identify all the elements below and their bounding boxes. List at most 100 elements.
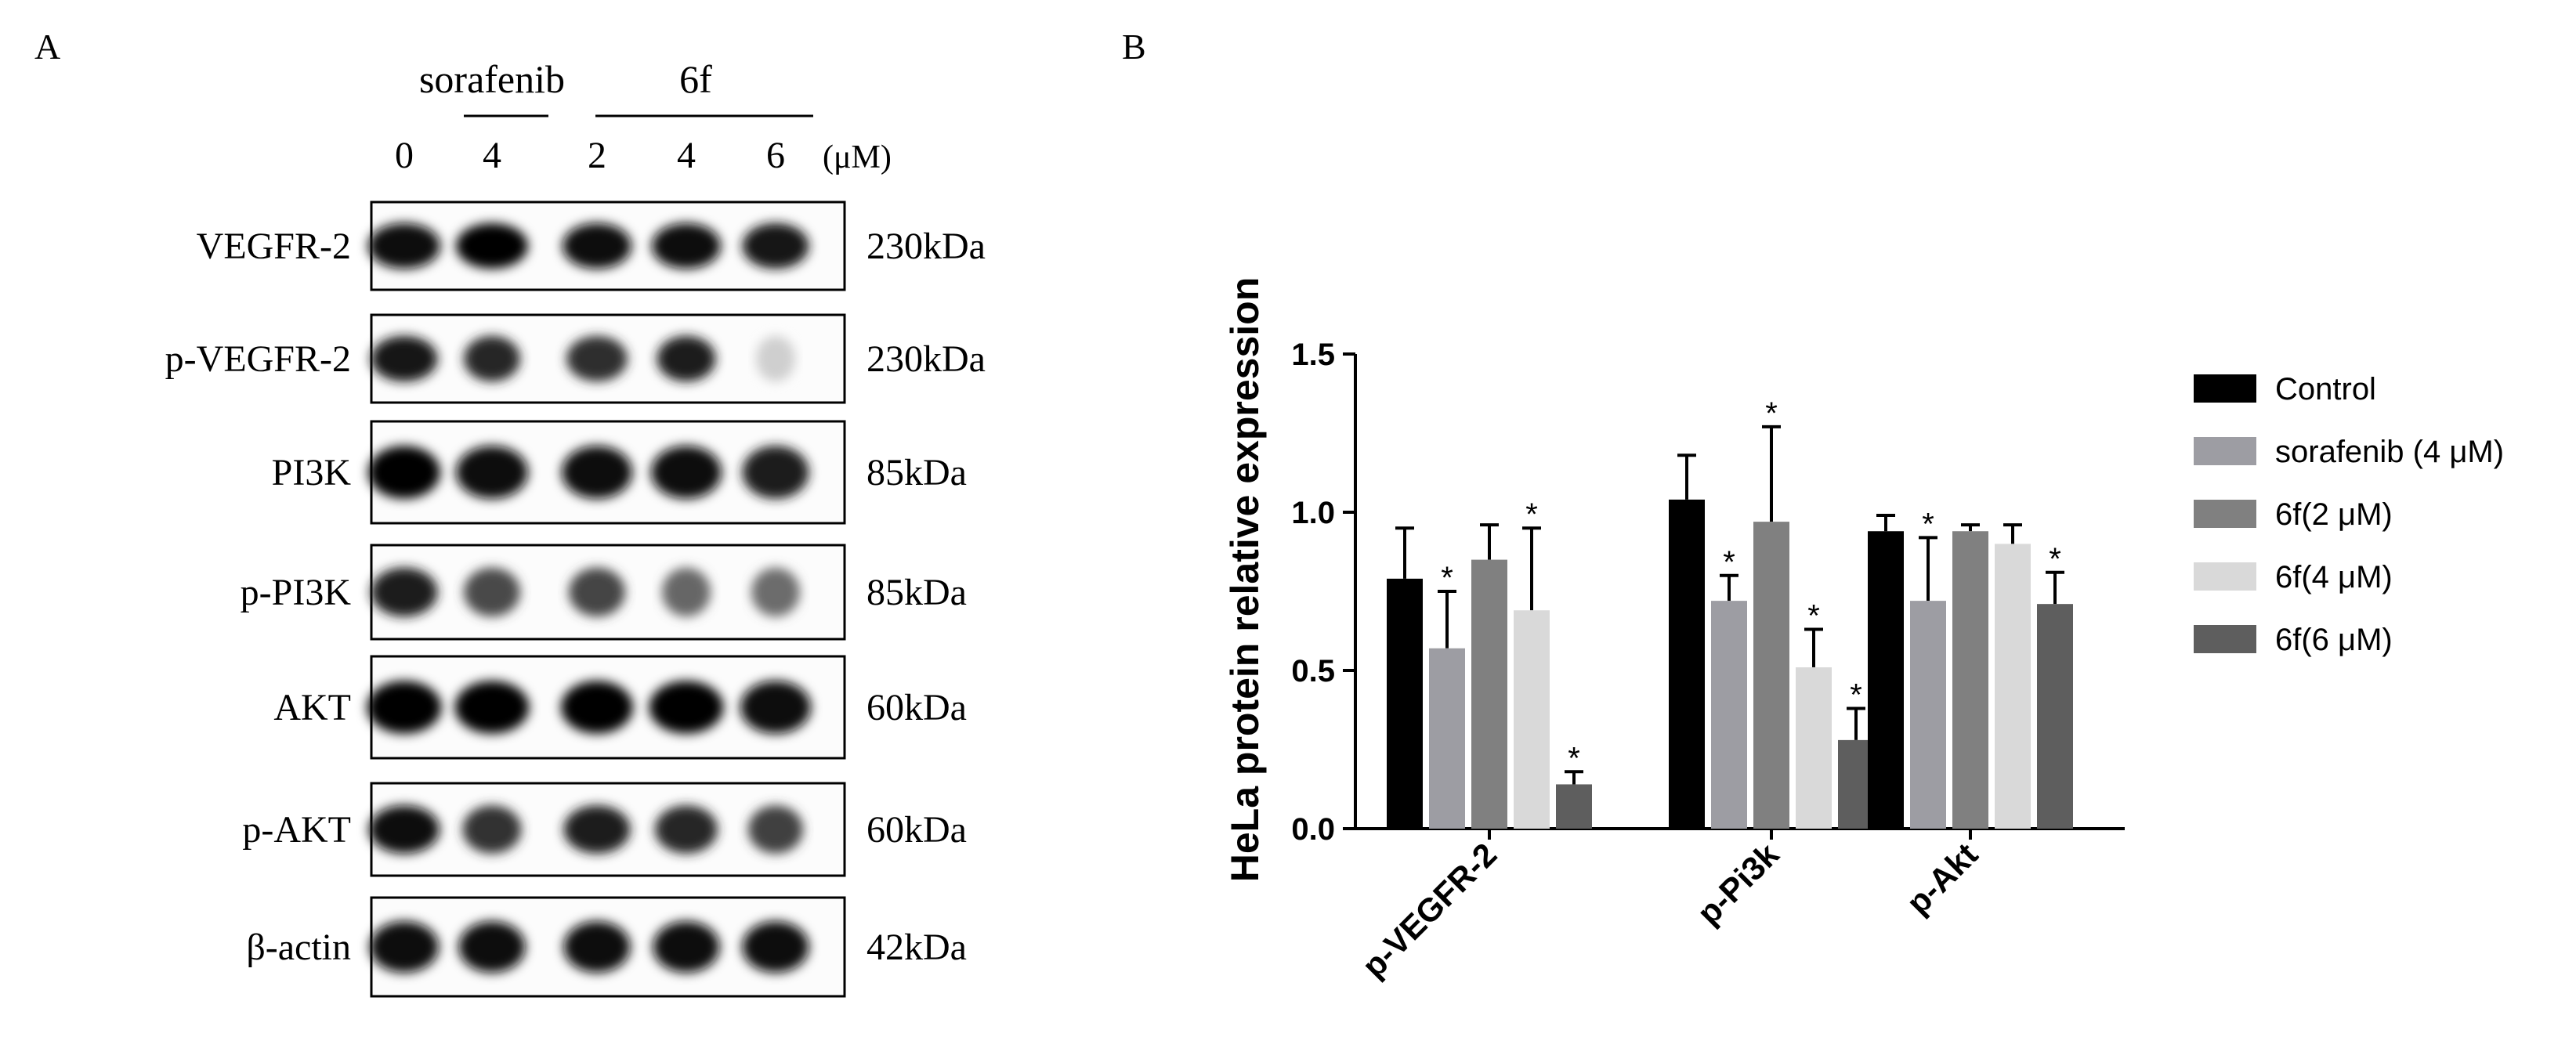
bar xyxy=(1868,531,1904,829)
protein-label: p-VEGFR-2 xyxy=(165,338,351,380)
bar xyxy=(1556,784,1592,829)
lane-labels: 0 4 2 4 6 (μM) xyxy=(395,135,892,176)
blot-band xyxy=(652,222,721,269)
blot-row: PI3K 85kDa xyxy=(272,420,967,525)
bar xyxy=(1995,544,2031,829)
protein-label: PI3K xyxy=(272,452,352,493)
molecular-weight-label: 230kDa xyxy=(867,338,986,380)
significance-marker: * xyxy=(1441,561,1453,595)
legend-label: sorafenib (4 μM) xyxy=(2275,435,2504,469)
blot-band xyxy=(657,335,716,382)
blot-band xyxy=(369,805,440,854)
lane-label: 2 xyxy=(588,135,606,176)
legend-swatch xyxy=(2194,500,2256,528)
blot-band xyxy=(649,681,724,734)
blot-band xyxy=(569,567,625,617)
blot-band xyxy=(456,222,528,269)
blot-row: p-PI3K 85kDa xyxy=(241,544,967,641)
significance-marker: * xyxy=(2049,542,2061,576)
legend-swatch xyxy=(2194,374,2256,403)
blot-band xyxy=(566,335,628,382)
blot-band xyxy=(464,335,520,382)
blot-band xyxy=(563,805,631,854)
bar xyxy=(2037,604,2073,829)
blot-band xyxy=(740,681,811,734)
chart-legend: Control sorafenib (4 μM) 6f(2 μM) 6f(4 μM) 6… xyxy=(2194,372,2504,657)
significance-marker: * xyxy=(1922,507,1934,541)
bar xyxy=(1387,578,1423,829)
lane-label: 6 xyxy=(766,135,785,176)
y-tick-label: 0.5 xyxy=(1291,654,1335,688)
legend-swatch xyxy=(2194,625,2256,653)
blot-band xyxy=(561,681,633,734)
blot-band xyxy=(464,567,520,617)
molecular-weight-label: 85kDa xyxy=(867,452,967,493)
blot-band xyxy=(756,335,795,382)
y-tick-label: 1.0 xyxy=(1291,496,1335,530)
blot-band xyxy=(368,446,440,499)
blot-row: p-AKT 60kDa xyxy=(242,782,967,877)
blot-band xyxy=(454,681,530,734)
molecular-weight-label: 85kDa xyxy=(867,572,967,613)
significance-marker: * xyxy=(1723,545,1735,580)
x-tick-label: p-VEGFR-2 xyxy=(1355,836,1503,985)
molecular-weight-label: 42kDa xyxy=(867,927,967,968)
blot-band xyxy=(748,805,803,854)
significance-marker: * xyxy=(1525,497,1538,532)
panel-b-label: B xyxy=(1122,27,1146,67)
blot-band xyxy=(462,805,522,854)
blot-band xyxy=(655,805,718,854)
lane-label: 0 xyxy=(395,135,414,176)
blot-band xyxy=(653,921,720,973)
blot-band xyxy=(742,222,809,269)
bar-chart: 0.0 0.5 1.0 1.5 p-VEGFR-2 * * * p-Pi3k * * * * p-Akt *… xyxy=(1291,338,2125,985)
lane-label: 4 xyxy=(677,135,696,176)
legend-label: 6f(2 μM) xyxy=(2275,497,2393,532)
blot-row: VEGFR-2 230kDa xyxy=(197,201,986,291)
blot-band xyxy=(456,446,528,499)
bar xyxy=(1711,601,1747,829)
group-label-6f: 6f xyxy=(679,57,712,101)
blot-band xyxy=(562,446,632,499)
bar xyxy=(1669,499,1705,829)
panel-a-label: A xyxy=(34,27,60,67)
blot-row: AKT 60kDa xyxy=(273,655,967,760)
bar xyxy=(1471,559,1507,829)
blot-band xyxy=(371,567,438,617)
significance-marker: * xyxy=(1850,677,1862,712)
blot-row: β-actin 42kDa xyxy=(246,896,967,998)
bar xyxy=(1952,531,1988,829)
significance-marker: * xyxy=(1765,396,1778,431)
bar xyxy=(1796,667,1832,829)
molecular-weight-label: 60kDa xyxy=(867,687,967,728)
bar xyxy=(1910,601,1946,829)
blot-band xyxy=(563,921,631,973)
significance-marker: * xyxy=(1568,741,1580,775)
blot-band xyxy=(458,921,526,973)
x-tick-label: p-Akt xyxy=(1899,836,1984,921)
y-tick-label: 1.5 xyxy=(1291,338,1335,372)
blot-band xyxy=(368,222,440,269)
x-tick-label: p-Pi3k xyxy=(1690,836,1786,932)
y-axis-label: HeLa protein relative expression xyxy=(1223,277,1267,883)
blot-band xyxy=(371,335,438,382)
significance-marker: * xyxy=(1807,598,1820,633)
y-tick-label: 0.0 xyxy=(1291,812,1335,847)
lane-label: 4 xyxy=(483,135,501,176)
legend-label: 6f(4 μM) xyxy=(2275,560,2393,594)
blot-band xyxy=(742,446,809,499)
blot-band xyxy=(662,567,711,617)
molecular-weight-label: 60kDa xyxy=(867,809,967,851)
concentration-unit: (μM) xyxy=(823,139,892,175)
protein-label: VEGFR-2 xyxy=(197,226,351,267)
blot-band xyxy=(651,446,722,499)
blot-band xyxy=(370,921,439,973)
blot-band xyxy=(742,921,809,973)
blot-row: p-VEGFR-2 230kDa xyxy=(165,313,986,404)
protein-label: AKT xyxy=(273,687,351,728)
protein-label: p-PI3K xyxy=(241,572,352,613)
legend-label: 6f(6 μM) xyxy=(2275,623,2393,657)
legend-label: Control xyxy=(2275,372,2376,406)
